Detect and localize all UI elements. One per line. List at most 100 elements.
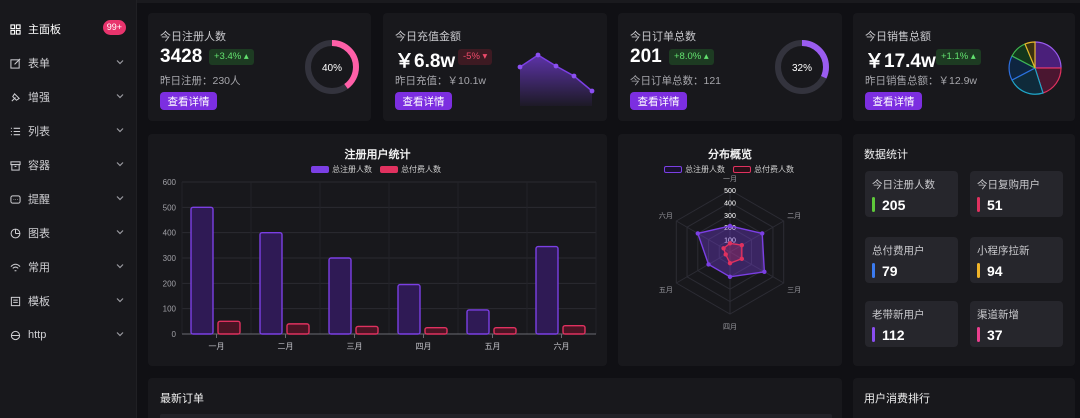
stat-tile-value: 37 xyxy=(987,327,1003,343)
bar-registered xyxy=(397,283,421,335)
view-details-button[interactable]: 查看详情 xyxy=(630,92,687,110)
stat-tile-label: 渠道新增 xyxy=(977,309,1019,321)
chevron-down-icon xyxy=(116,128,124,133)
stat-tile-accent xyxy=(977,327,980,342)
stat-tile-accent xyxy=(872,263,875,278)
sidebar-item-label: 图表 xyxy=(28,228,50,240)
chevron-down-icon xyxy=(116,298,124,303)
panel-title: 用户消费排行 xyxy=(864,393,930,405)
enhance-icon xyxy=(9,91,21,103)
x-tick-label: 四月 xyxy=(416,342,432,351)
stat-card-sales: 今日销售总额 ￥17.4w +1.1% ▴ 昨日销售总额：￥12.9w 查看详情 xyxy=(853,13,1075,121)
sidebar-item-message[interactable]: 提醒 xyxy=(0,182,137,216)
radar-scale-label: 100 xyxy=(724,238,736,245)
stat-tile-accent xyxy=(872,327,875,342)
chart-title: 分布概览 xyxy=(708,149,752,161)
sidebar-item-label: 表单 xyxy=(28,58,50,70)
y-tick-label: 500 xyxy=(163,203,177,212)
x-tick-label: 六月 xyxy=(554,341,570,351)
stat-tile-label: 今日注册人数 xyxy=(872,179,935,191)
sidebar-item-enhance[interactable]: 增强 xyxy=(0,80,137,114)
radar-point xyxy=(760,231,765,236)
view-details-button[interactable]: 查看详情 xyxy=(160,92,217,110)
sidebar-item-form[interactable]: 表单 xyxy=(0,46,137,80)
bar-registered xyxy=(190,206,214,335)
radar-point xyxy=(721,246,726,251)
stat-tile-label: 总付费用户 xyxy=(872,245,925,257)
radar-point xyxy=(727,260,733,266)
stat-tile-value: 112 xyxy=(882,327,905,343)
sidebar-item-label: 增强 xyxy=(28,92,50,104)
bar-chart: 0 100 200 300 400 500 600 一月 二月 三月 四月 五月 六月 xyxy=(163,178,597,351)
stat-subtext: 昨日销售总额：￥12.9w xyxy=(865,75,978,87)
sidebar-item-chart[interactable]: 图表 xyxy=(0,216,137,250)
bar-paid xyxy=(493,326,517,335)
radar-point xyxy=(739,242,745,248)
bar-paid xyxy=(217,320,241,335)
chevron-down-icon xyxy=(116,264,124,269)
bar-registered xyxy=(535,245,559,335)
header-strip xyxy=(137,0,1080,3)
area-sparkline xyxy=(517,52,595,106)
chevron-down-icon xyxy=(116,94,124,99)
radar-indicator-label: 六月 xyxy=(659,211,673,220)
stat-subtext: 昨日注册：230人 xyxy=(160,75,241,87)
legend-label: 总注册人数 xyxy=(685,165,725,174)
stat-tile-label: 今日复购用户 xyxy=(977,179,1040,191)
stat-tile-value: 205 xyxy=(882,197,906,213)
trend-badge: +1.1% ▴ xyxy=(936,49,981,65)
sidebar-item-dashboard[interactable]: 主面板 99+ xyxy=(0,12,137,46)
sidebar-item-container[interactable]: 容器 xyxy=(0,148,137,182)
form-icon xyxy=(9,57,21,69)
chevron-down-icon xyxy=(116,196,124,201)
sidebar-item-label: 提醒 xyxy=(28,194,50,206)
stat-tile-accent xyxy=(977,263,980,278)
progress-ring-label: 32% xyxy=(792,63,812,74)
x-tick-label: 一月 xyxy=(209,342,225,351)
y-tick-label: 0 xyxy=(172,330,177,339)
stat-card-recharge: 今日充值金额 ￥6.8w -5% ▾ 昨日充值：￥10.1w 查看详情 xyxy=(383,13,607,121)
stat-tile: 今日复购用户 51 xyxy=(970,171,1063,217)
chevron-down-icon xyxy=(116,230,124,235)
trend-badge: +3.4% ▴ xyxy=(209,49,254,65)
bar-registered xyxy=(466,309,490,335)
stat-tile: 小程序拉新 94 xyxy=(970,237,1063,283)
panel-title: 最新订单 xyxy=(160,393,204,405)
y-tick-label: 100 xyxy=(163,305,177,314)
radar-axis xyxy=(676,220,731,253)
y-tick-label: 200 xyxy=(163,279,177,288)
radar-point xyxy=(695,231,700,236)
sidebar-item-label: 容器 xyxy=(28,160,50,172)
bar-paid xyxy=(286,323,310,335)
sidebar-item-template[interactable]: 模板 xyxy=(0,284,137,318)
sidebar-item-label: 常用 xyxy=(28,262,50,274)
user-ranking-panel: 用户消费排行 xyxy=(853,378,1075,418)
sidebar-item-common[interactable]: 常用 xyxy=(0,250,137,284)
bar-registered xyxy=(328,257,352,335)
x-tick-label: 三月 xyxy=(347,342,363,351)
stat-tile-label: 老带新用户 xyxy=(872,309,925,321)
orders-table-header xyxy=(160,414,832,418)
chevron-down-icon xyxy=(116,332,124,337)
sidebar-item-label: 主面板 xyxy=(28,24,61,36)
stat-tile: 渠道新增 37 xyxy=(970,301,1063,347)
legend-label: 总付费人数 xyxy=(754,165,794,174)
stat-card-orders: 今日订单总数 201 +8.0% ▴ 今日订单总数：121 查看详情 32% xyxy=(618,13,842,121)
sidebar-item-label: 列表 xyxy=(28,126,50,138)
progress-ring: 40% xyxy=(305,40,359,94)
chart-title: 注册用户统计 xyxy=(344,149,411,161)
stat-tile: 今日注册人数 205 xyxy=(865,171,958,217)
view-details-button[interactable]: 查看详情 xyxy=(395,92,452,110)
view-details-button[interactable]: 查看详情 xyxy=(865,92,922,110)
radar-axis xyxy=(729,220,784,253)
sidebar-item-http[interactable]: http xyxy=(0,318,137,352)
trend-badge: -5% ▾ xyxy=(458,49,493,65)
stat-value: ￥17.4w xyxy=(865,51,936,72)
stat-tile-accent xyxy=(872,197,875,212)
sidebar-item-list[interactable]: 列表 xyxy=(0,114,137,148)
chart-legend: 总注册人数 总付费人数 xyxy=(303,164,441,175)
progress-ring-fill xyxy=(775,40,829,94)
radar-point xyxy=(727,223,733,229)
